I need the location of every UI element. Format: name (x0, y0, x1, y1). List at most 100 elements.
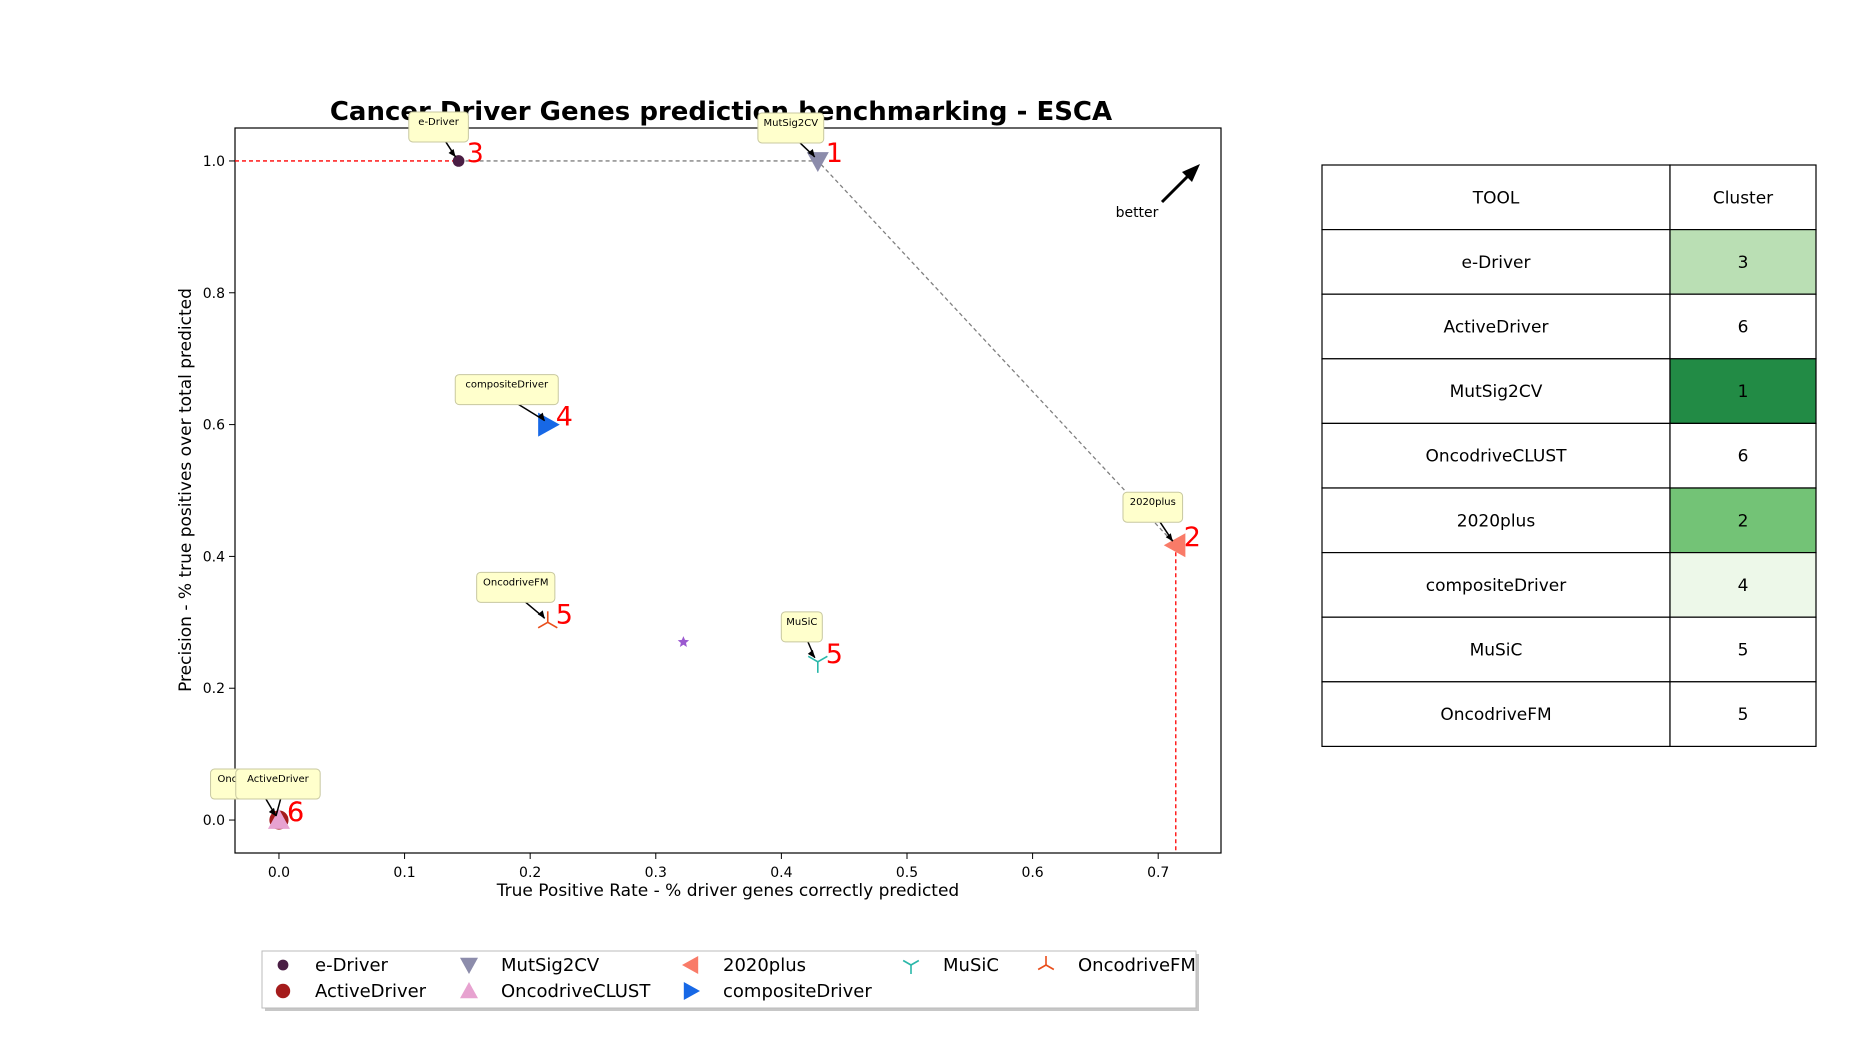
cluster-value: 4 (1738, 576, 1749, 596)
annotation-label: OncodriveFM (483, 577, 549, 588)
tool-name: OncodriveFM (1440, 705, 1551, 725)
legend-label: compositeDriver (723, 981, 872, 1002)
annotations: OncodriveCLUST6ActiveDriver6e-Driver3Mut… (210, 111, 1201, 828)
data-point (806, 152, 829, 172)
y-axis-ticks: 0.0 0.2 0.4 0.6 0.8 1.0 (203, 154, 235, 829)
legend-frame (261, 950, 1197, 1009)
x-tick-label: 0.7 (1147, 865, 1169, 881)
legend-entry: OncodriveCLUST (460, 981, 651, 1002)
annotation-label: e-Driver (418, 117, 459, 128)
y-tick-label: 0.2 (203, 681, 225, 697)
legend-label: MuSiC (943, 955, 999, 976)
annotation-label: MuSiC (786, 617, 817, 628)
tool-cell (1321, 487, 1671, 554)
annotation-box (780, 611, 823, 643)
tool-name: 2020plus (1457, 511, 1536, 531)
cluster-cell (1669, 616, 1817, 683)
legend-entry: compositeDriver (683, 981, 872, 1002)
tool-cell (1321, 358, 1671, 424)
point-annotation: ActiveDriver 6 (235, 768, 321, 828)
legend-marker (683, 982, 700, 1000)
cluster-table: TOOL Cluster e-Driver 3 ActiveDriver 6 MutSig2… (1321, 164, 1817, 747)
annotation-arrowhead (1165, 533, 1173, 542)
better-arrow-shaft (1160, 173, 1191, 204)
annotation-box (476, 571, 556, 603)
better-arrow: better (1116, 164, 1200, 221)
legend-entries: e-Driver ActiveDriver MutSig2CV OncodriveCL… (275, 955, 1196, 1002)
annotation-arrowhead (448, 148, 456, 157)
better-arrow-head (1182, 164, 1200, 182)
table-header-row: TOOL Cluster (1321, 164, 1817, 231)
tool-name: MuSiC (1470, 641, 1523, 661)
legend-entry: ActiveDriver (275, 981, 427, 1002)
annotation-label: MutSig2CV (764, 118, 819, 129)
annotation-box (1122, 491, 1184, 523)
y-tick-label: 0.0 (203, 813, 225, 829)
annotation-arrowhead (537, 610, 545, 619)
cluster-cell (1669, 422, 1817, 489)
cluster-value: 3 (1738, 253, 1749, 273)
legend-label: 2020plus (723, 955, 806, 976)
plot-area (234, 127, 1222, 854)
x-tick-label: 0.3 (645, 865, 667, 881)
table-row: 2020plus 2 (1321, 487, 1817, 554)
tool-name: MutSig2CV (1450, 382, 1543, 402)
table-header-cluster: Cluster (1713, 188, 1773, 208)
data-point (1163, 533, 1186, 558)
x-axis-label: True Positive Rate - % driver genes corr… (496, 881, 959, 901)
annotation-arrowhead (268, 808, 276, 817)
better-label: better (1116, 205, 1159, 221)
annotation-box (235, 768, 321, 800)
cluster-value: 6 (1738, 447, 1749, 467)
point-annotation: MuSiC 5 (780, 611, 843, 670)
tool-cell (1321, 681, 1671, 747)
cluster-value: 1 (1738, 382, 1749, 402)
x-tick-label: 0.6 (1021, 865, 1043, 881)
legend-entry: MutSig2CV (460, 955, 600, 976)
legend-entry: OncodriveFM (1037, 955, 1196, 976)
legend-label: OncodriveCLUST (501, 981, 651, 1002)
cluster-number: 5 (556, 599, 573, 630)
tool-name: e-Driver (1462, 253, 1531, 273)
cluster-value: 6 (1738, 318, 1749, 338)
legend-label: MutSig2CV (501, 955, 600, 976)
data-point (267, 809, 290, 829)
legend-marker (275, 983, 291, 999)
tool-name: compositeDriver (1426, 576, 1567, 596)
tool-name: ActiveDriver (1444, 318, 1549, 338)
data-point (452, 155, 465, 167)
table-header-tool: TOOL (1472, 188, 1520, 208)
legend-marker (1037, 956, 1055, 971)
cluster-number: 3 (467, 138, 484, 169)
x-tick-label: 0.2 (519, 865, 541, 881)
x-tick-label: 0.4 (770, 865, 792, 881)
point-annotation: 2020plus 2 (1122, 491, 1201, 553)
annotation-arrowhead (537, 412, 545, 421)
legend-marker (460, 957, 478, 974)
cluster-cell (1669, 487, 1817, 554)
annotation-label: 2020plus (1130, 497, 1176, 508)
table-row: ActiveDriver 6 (1321, 293, 1817, 360)
legend-entry: e-Driver (277, 955, 389, 976)
tool-cell (1321, 616, 1671, 683)
legend-marker (682, 956, 699, 974)
table-row: e-Driver 3 (1321, 229, 1817, 295)
cluster-number: 6 (287, 797, 304, 828)
y-tick-label: 1.0 (203, 154, 225, 170)
cluster-number: 5 (826, 639, 843, 670)
data-point (537, 611, 558, 629)
x-tick-label: 0.0 (268, 865, 290, 881)
table-row: MuSiC 5 (1321, 616, 1817, 683)
table-row: OncodriveFM 5 (1321, 681, 1817, 747)
cluster-number: 2 (1184, 522, 1201, 553)
x-tick-label: 0.5 (896, 865, 918, 881)
cluster-value: 5 (1738, 705, 1749, 725)
legend: e-Driver ActiveDriver MutSig2CV OncodriveCL… (261, 950, 1199, 1011)
y-tick-label: 0.4 (203, 549, 225, 565)
table-row: MutSig2CV 1 (1321, 358, 1817, 424)
annotation-box (408, 111, 469, 143)
legend-entry: MuSiC (902, 955, 999, 976)
legend-label: e-Driver (315, 955, 389, 976)
annotation-label: ActiveDriver (247, 774, 310, 785)
